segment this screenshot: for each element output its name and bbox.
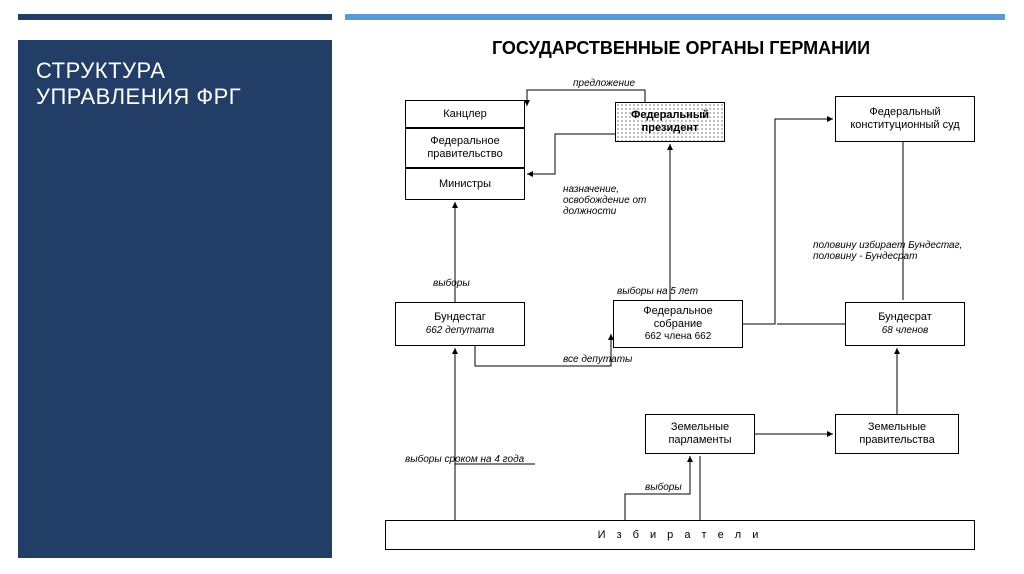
- node-bundestag-label: Бундестаг: [434, 311, 486, 324]
- node-land-parliaments: Земельные парламенты: [645, 414, 755, 454]
- diagram-title: ГОСУДАРСТВЕННЫЕ ОРГАНЫ ГЕРМАНИИ: [345, 38, 1017, 59]
- label-half-elects: половину избирает Бундестаг, половину - …: [813, 240, 993, 262]
- node-president-label: Федеральный президент: [620, 109, 720, 134]
- accent-bar-left: [18, 14, 332, 20]
- label-wahly5: выборы на 5 лет: [617, 286, 698, 297]
- node-court-label: Федеральный конституционный суд: [840, 106, 970, 131]
- node-assembly: Федеральное собрание 662 члена 662: [613, 300, 743, 348]
- node-bundestag-sub: 662 депутата: [426, 325, 495, 337]
- node-land-gov-label: Земельные правительства: [840, 421, 954, 446]
- node-fed-gov: Федеральное правительство: [405, 128, 525, 168]
- node-president: Федеральный президент: [615, 102, 725, 142]
- sidebar-title: СТРУКТУРА УПРАВЛЕНИЯ ФРГ: [36, 58, 314, 111]
- accent-bar-right: [345, 14, 1005, 20]
- diagram-area: ГОСУДАРСТВЕННЫЕ ОРГАНЫ ГЕРМАНИИ Канцлер …: [345, 34, 1017, 568]
- node-chancellor-label: Канцлер: [443, 108, 487, 121]
- node-land-parl-label: Земельные парламенты: [650, 421, 750, 446]
- label-all-deputies: все депутаты: [563, 354, 632, 365]
- node-court: Федеральный конституционный суд: [835, 96, 975, 142]
- node-voters: И з б и р а т е л и: [385, 520, 975, 550]
- node-land-governments: Земельные правительства: [835, 414, 959, 454]
- node-bundestag: Бундестаг 662 депутата: [395, 302, 525, 346]
- node-ministers-label: Министры: [439, 178, 491, 191]
- node-fed-gov-label: Федеральное правительство: [410, 135, 520, 160]
- node-ministers: Министры: [405, 168, 525, 200]
- label-proposal: предложение: [573, 78, 635, 89]
- label-appoint: назначение, освобождение от должности: [563, 184, 673, 217]
- node-voters-label: И з б и р а т е л и: [598, 529, 763, 542]
- label-wahly4: выборы сроком на 4 года: [405, 454, 524, 465]
- node-bundesrat-sub: 68 членов: [882, 325, 929, 337]
- label-wahly: выборы: [433, 278, 470, 289]
- node-bundesrat-label: Бундесрат: [878, 311, 932, 324]
- node-chancellor: Канцлер: [405, 100, 525, 128]
- sidebar-panel: СТРУКТУРА УПРАВЛЕНИЯ ФРГ: [18, 40, 332, 558]
- node-bundesrat: Бундесрат 68 членов: [845, 302, 965, 346]
- label-wahly-bottom: выборы: [645, 482, 682, 493]
- node-assembly-label: Федеральное собрание: [618, 305, 738, 330]
- node-assembly-sub: 662 члена 662: [645, 331, 712, 343]
